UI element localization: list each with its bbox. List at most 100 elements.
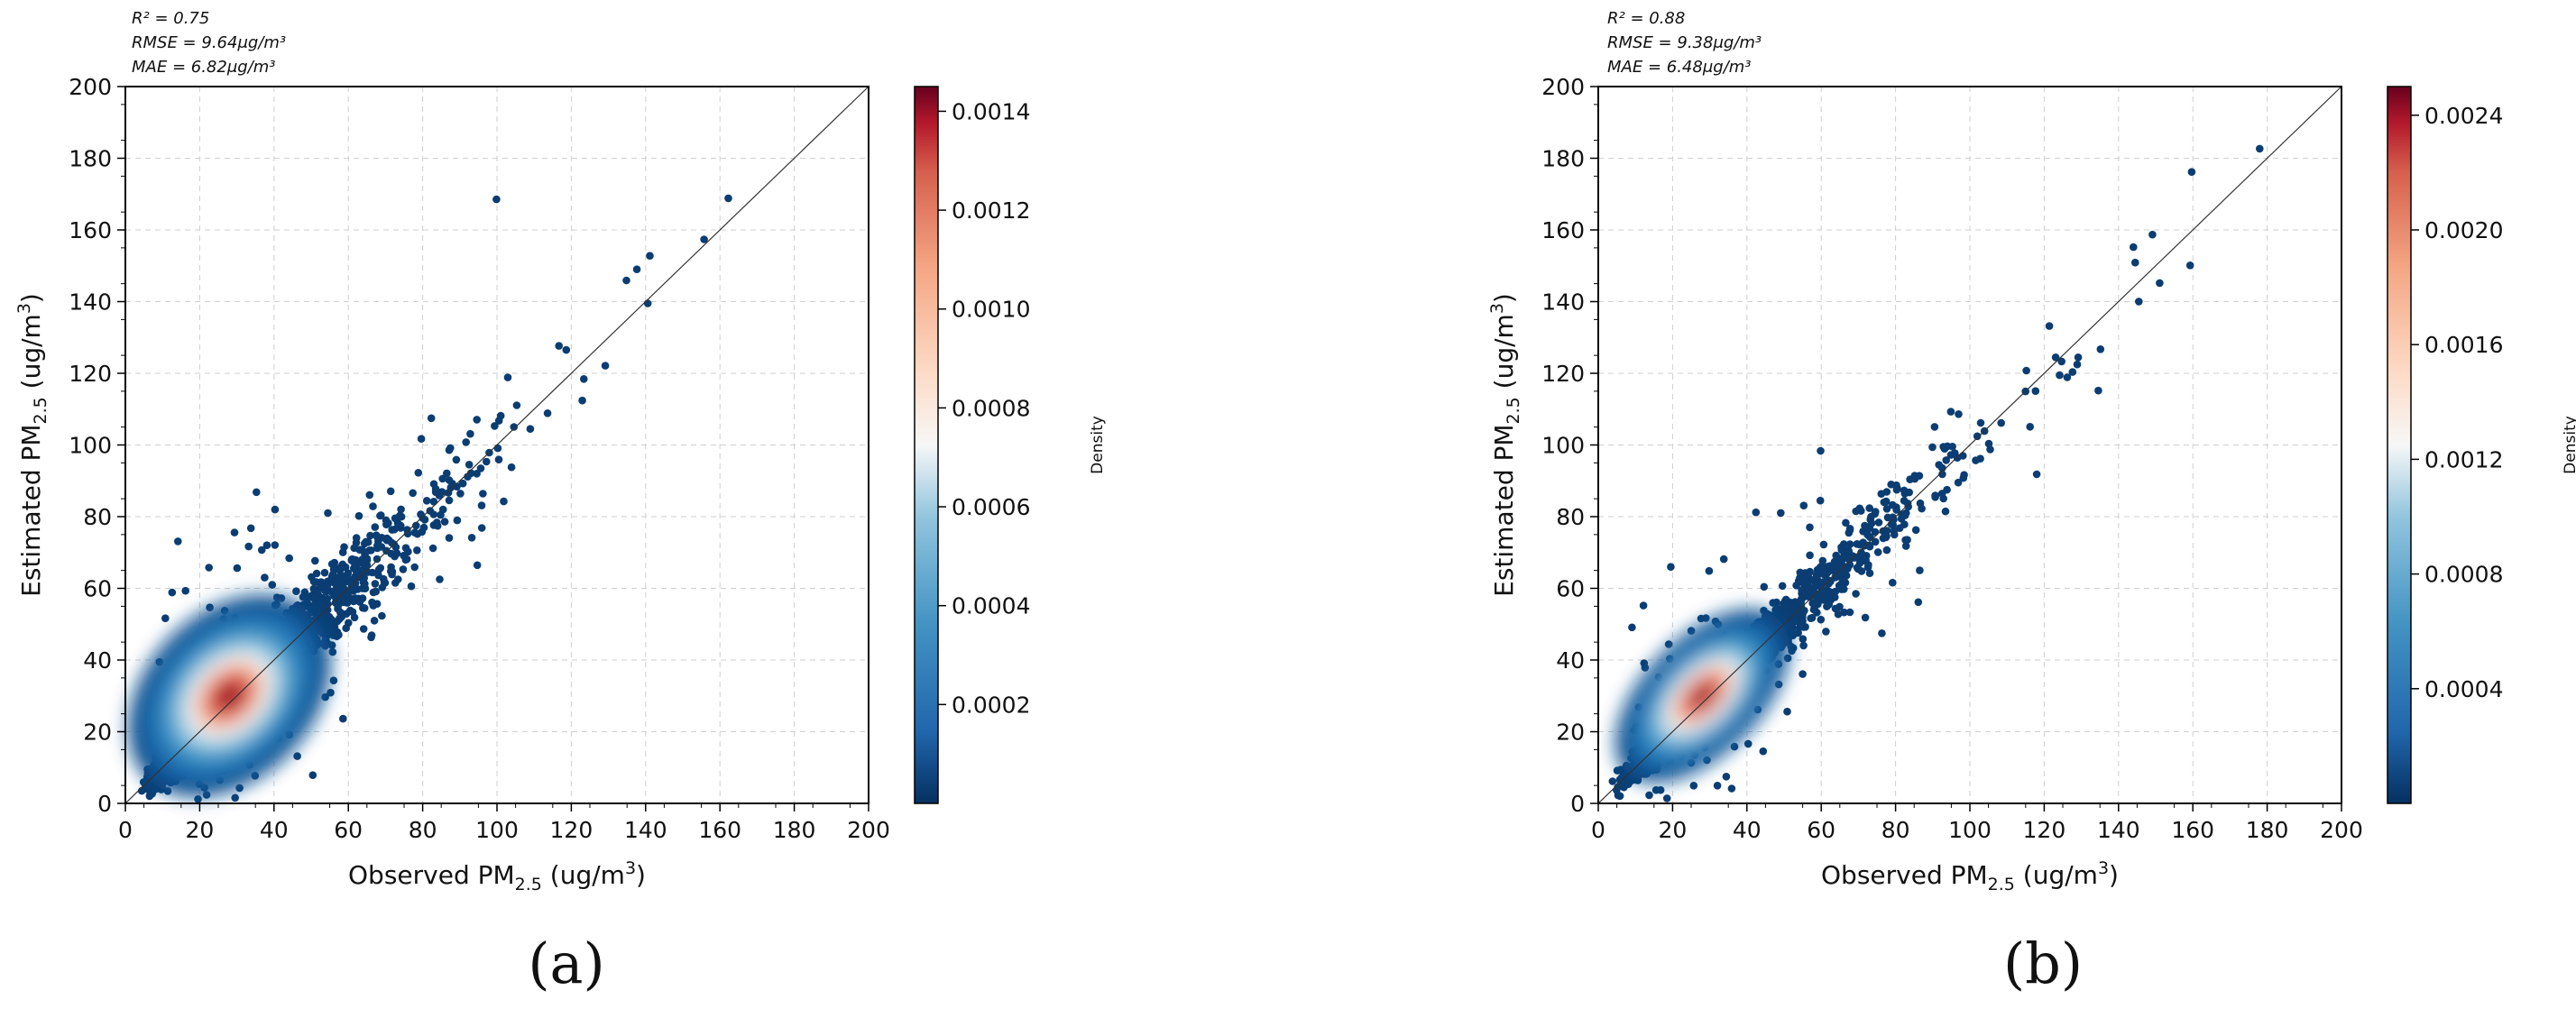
scatter-point [380,574,388,583]
scatter-point [1895,524,1904,532]
scatter-point [246,524,255,533]
scatter-point [1892,506,1900,514]
scatter-point [387,549,396,558]
scatter-point [230,528,239,536]
scatter-point [394,575,402,583]
scatter-point [445,534,454,542]
scatter-point [512,401,521,409]
y-tick-label: 120 [69,361,112,387]
scatter-point [355,546,364,554]
scatter-point [377,511,385,519]
scatter-point [2135,298,2143,306]
scatter-point [507,463,516,472]
scatter-point [1822,628,1830,636]
scatter-point [2026,423,2034,431]
scatter-point [1759,747,1768,756]
scatter-point [350,564,358,573]
scatter-point [372,587,381,596]
scatter-point [1722,773,1731,781]
scatter-point [257,546,266,555]
scatter-point [327,688,335,697]
scatter-point [1812,600,1821,608]
scatter-point [1837,555,1845,563]
scatter-point [292,587,300,595]
scatter-point [1807,614,1815,622]
scatter-point [1845,608,1854,617]
scatter-point [1792,582,1800,590]
colorbar-label: Density [1089,416,1107,474]
x-tick-label: 100 [475,817,519,843]
scatter-point [365,546,373,555]
scatter-point [1817,615,1826,624]
scatter-point [161,614,170,622]
scatter-point [378,611,386,620]
scatter-point [349,577,357,585]
scatter-point [336,596,345,604]
scatter-point [433,521,442,530]
scatter-point [396,511,404,520]
scatter-point [453,516,462,525]
y-tick-label: 100 [69,433,112,459]
scatter-point [1840,608,1848,617]
rmse-stat: RMSE = 9.38μg/m³ [1607,33,1762,52]
scatter-point [1871,537,1880,546]
scatter-point [309,584,318,593]
x-tick-label: 80 [409,817,437,843]
mae-stat: MAE = 6.48μg/m³ [1607,58,1752,77]
scatter-point [429,498,438,506]
x-axis-label: Observed PM2.5 (ug/m3) [348,858,646,894]
scatter-point [314,590,322,598]
scatter-point [1877,490,1886,498]
scatter-point [253,488,261,497]
scatter-point [1816,496,1825,505]
scatter-point [311,556,319,565]
colorbar-ticks: 0.00020.00040.00060.00080.00100.00120.00… [938,98,1030,718]
scatter-point [700,235,708,243]
scatter-point [1935,461,1943,469]
scatter-point [320,568,329,577]
scatter-point [1799,501,1808,509]
scatter-point [1928,443,1937,452]
scatter-point [1931,491,1939,500]
scatter-point [646,252,654,261]
scatter-point [464,472,472,481]
r2-stat: R² = 0.75 [132,9,209,28]
stats-box: R² = 0.88 RMSE = 9.38μg/m³ MAE = 6.48μg/… [1607,9,1762,77]
scatter-point [479,490,487,498]
scatter-point [1777,509,1785,518]
scatter-point [413,529,422,538]
scatter-point [2022,366,2030,375]
scatter-point [422,497,431,505]
scatter-point [1984,439,1993,448]
scatter-point [1803,582,1812,590]
scatter-point [440,518,449,526]
scatter-point [1806,551,1814,560]
scatter-point [1826,577,1835,586]
scatter-point [342,624,351,632]
scatter-point [391,525,399,534]
scatter-point [1789,644,1798,652]
scatter-point [397,505,405,514]
scatter-point [399,565,408,573]
scatter-point [349,597,358,606]
scatter-point [1752,508,1761,517]
scatter-point [493,444,502,453]
scatter-point [308,771,317,779]
scatter-point [1719,555,1728,564]
r2-stat: R² = 0.88 [1607,9,1685,28]
scatter-point [244,542,253,551]
scatter-point [466,429,474,438]
scatter-point [407,582,416,591]
scatter-point [1976,418,1985,427]
y-tick-label: 80 [83,504,112,530]
reference-line [124,86,869,804]
scatter-point [622,276,630,285]
scatter-point [510,423,519,431]
scatter-point [373,544,382,553]
scatter-point [1713,782,1722,790]
scatter-point [388,538,396,547]
scatter-point [1783,707,1791,716]
scatter-point [503,373,512,381]
